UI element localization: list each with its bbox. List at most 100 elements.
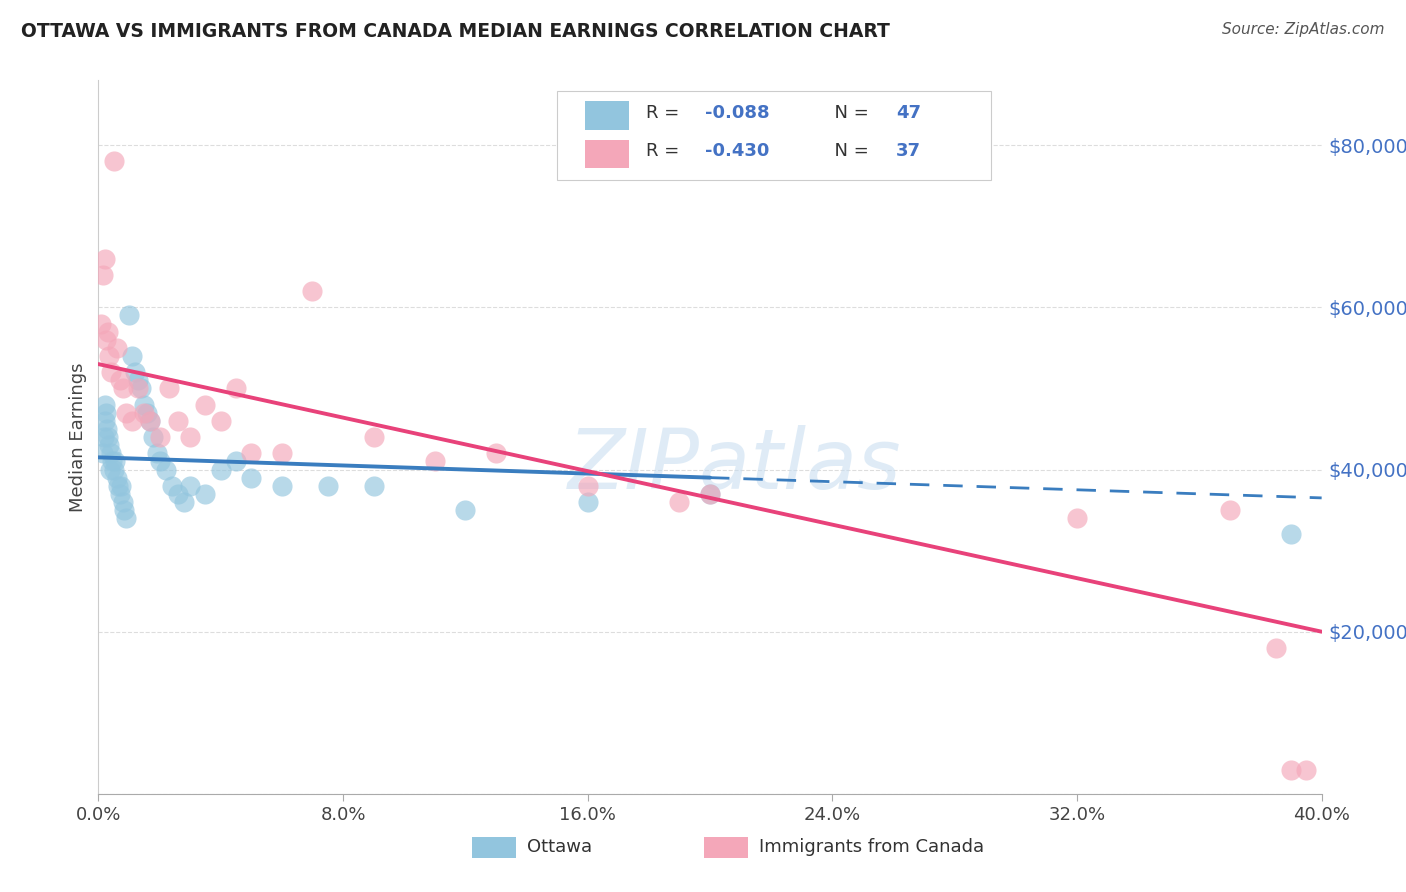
Point [316, 479, 339, 493]
Point [145, 446, 167, 460]
Point [139, 414, 162, 428]
Point [194, 398, 217, 412]
Point [173, 495, 195, 509]
Point [103, 154, 125, 169]
Point [108, 487, 131, 501]
Point [160, 479, 183, 493]
Text: N =: N = [823, 142, 875, 160]
Point [103, 462, 125, 476]
Point [110, 479, 132, 493]
Point [134, 398, 156, 412]
Point [668, 495, 690, 509]
Point [101, 454, 124, 468]
Point [91, 268, 114, 282]
Point [100, 446, 122, 460]
Point [98, 462, 121, 476]
Point [363, 479, 385, 493]
Point [94, 333, 117, 347]
Point [100, 365, 122, 379]
Point [97, 325, 120, 339]
Point [90, 317, 112, 331]
Text: -0.430: -0.430 [706, 142, 769, 160]
Point [124, 365, 146, 379]
Point [1264, 640, 1286, 655]
Point [179, 430, 201, 444]
Point [94, 398, 117, 412]
Point [167, 414, 190, 428]
Point [136, 406, 159, 420]
Text: 47: 47 [896, 104, 921, 122]
Point [107, 479, 129, 493]
Point [142, 430, 165, 444]
Point [454, 503, 477, 517]
Bar [471, 837, 516, 858]
Y-axis label: Median Earnings: Median Earnings [69, 362, 87, 512]
Point [167, 487, 190, 501]
Point [105, 470, 128, 484]
Point [139, 414, 162, 428]
Text: 37: 37 [896, 142, 921, 160]
Point [93, 430, 115, 444]
Point [93, 252, 115, 266]
Point [270, 446, 294, 460]
Point [225, 381, 247, 395]
Point [363, 430, 385, 444]
Point [270, 479, 294, 493]
Text: Ottawa: Ottawa [526, 838, 592, 856]
Point [225, 454, 247, 468]
Point [1295, 763, 1317, 777]
Point [91, 446, 114, 460]
Point [127, 381, 149, 395]
Point [485, 446, 508, 460]
Point [576, 479, 599, 493]
Point [104, 454, 127, 468]
Point [301, 284, 323, 298]
Point [209, 462, 232, 476]
Point [93, 414, 115, 428]
Point [111, 495, 134, 509]
Text: R =: R = [647, 142, 685, 160]
Point [155, 462, 177, 476]
Point [134, 406, 156, 420]
Bar [704, 837, 748, 858]
Point [157, 381, 180, 395]
Point [118, 309, 141, 323]
Text: N =: N = [823, 104, 875, 122]
Point [121, 349, 143, 363]
Point [240, 470, 263, 484]
Point [699, 487, 721, 501]
Text: ZIPatlas: ZIPatlas [568, 425, 901, 506]
Bar [585, 140, 630, 169]
Text: Immigrants from Canada: Immigrants from Canada [759, 838, 984, 856]
Point [149, 454, 172, 468]
Point [121, 414, 143, 428]
Point [699, 487, 721, 501]
Point [149, 430, 172, 444]
Point [1066, 511, 1088, 525]
Point [194, 487, 217, 501]
Point [96, 422, 118, 436]
Text: R =: R = [647, 104, 685, 122]
Point [129, 381, 152, 395]
Point [127, 373, 149, 387]
Point [1279, 763, 1302, 777]
Point [94, 406, 117, 420]
Point [209, 414, 232, 428]
Point [98, 438, 121, 452]
Point [179, 479, 201, 493]
Point [1279, 527, 1302, 541]
Point [105, 341, 128, 355]
Point [98, 349, 121, 363]
Point [112, 503, 135, 517]
Text: -0.088: -0.088 [706, 104, 769, 122]
Point [108, 373, 131, 387]
Point [240, 446, 263, 460]
Point [115, 406, 138, 420]
Point [111, 381, 134, 395]
Point [1219, 503, 1241, 517]
Point [423, 454, 446, 468]
Point [115, 511, 138, 525]
Point [576, 495, 599, 509]
FancyBboxPatch shape [557, 91, 991, 180]
Text: OTTAWA VS IMMIGRANTS FROM CANADA MEDIAN EARNINGS CORRELATION CHART: OTTAWA VS IMMIGRANTS FROM CANADA MEDIAN … [21, 22, 890, 41]
